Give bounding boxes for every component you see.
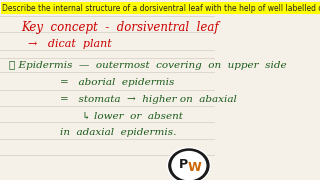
Text: in  adaxial  epidermis.: in adaxial epidermis. bbox=[60, 128, 176, 137]
Text: W: W bbox=[188, 161, 202, 174]
Text: →   dicat  plant: → dicat plant bbox=[28, 39, 112, 49]
Circle shape bbox=[171, 151, 206, 180]
Text: ↳ lower  or  absent: ↳ lower or absent bbox=[82, 112, 182, 121]
Text: =   stomata  →  higher on  abaxial: = stomata → higher on abaxial bbox=[60, 95, 237, 104]
Text: ① Epidermis  —  outermost  covering  on  upper  side: ① Epidermis — outermost covering on uppe… bbox=[9, 61, 286, 70]
Text: Key  concept  -  dorsiventral  leaf: Key concept - dorsiventral leaf bbox=[21, 21, 219, 34]
Text: =   aborial  epidermis: = aborial epidermis bbox=[60, 78, 174, 87]
Text: Describe the internal structure of a dorsiventral leaf with the help of well lab: Describe the internal structure of a dor… bbox=[2, 4, 320, 13]
Text: P: P bbox=[179, 158, 188, 171]
Circle shape bbox=[167, 148, 210, 180]
